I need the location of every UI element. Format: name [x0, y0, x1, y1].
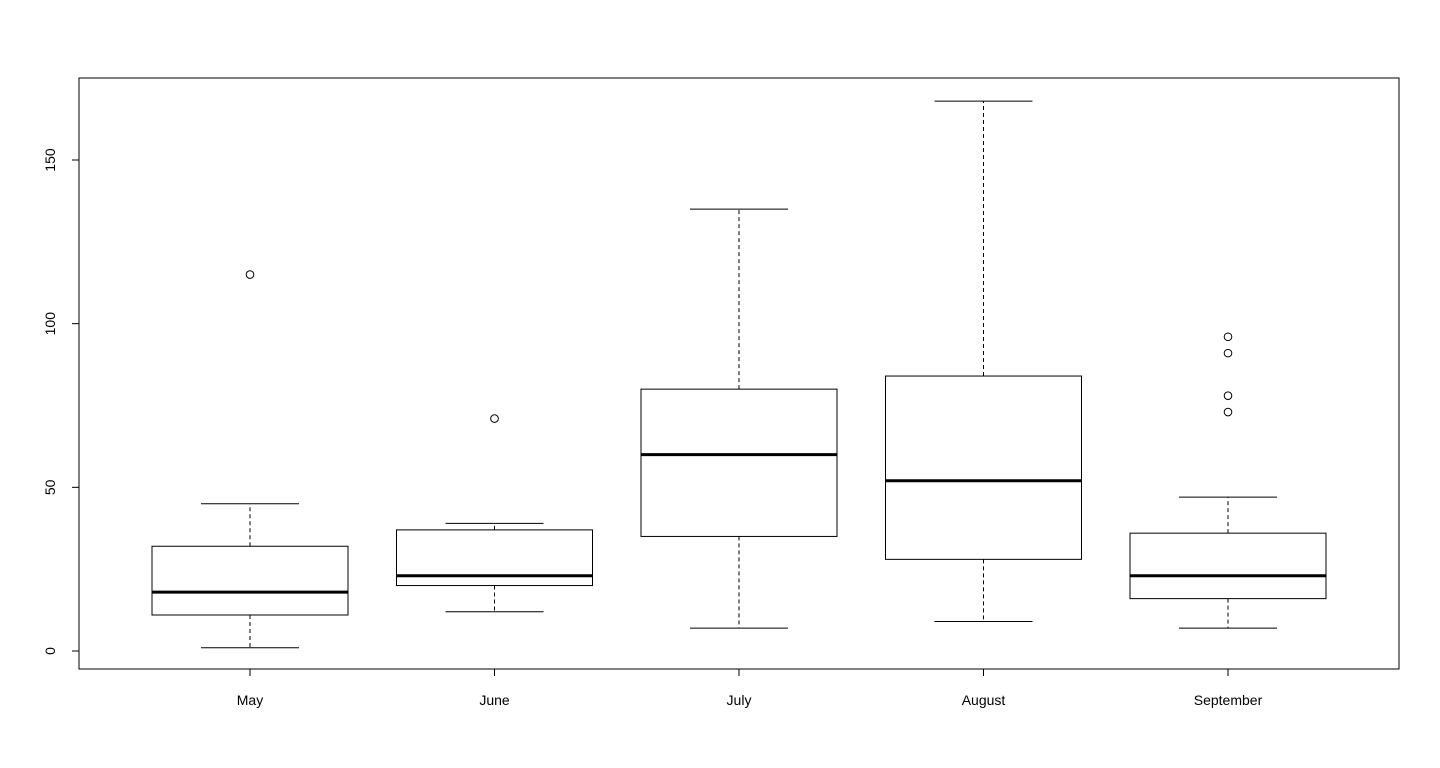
box-june: [396, 414, 593, 613]
box-september: [1129, 332, 1327, 629]
x-tick-label: May: [237, 692, 263, 708]
iqr-box: [640, 388, 838, 537]
x-axis: May June July August September: [237, 668, 1263, 708]
y-tick-label: 150: [42, 148, 58, 172]
box-july: [640, 208, 838, 629]
x-tick-label: September: [1194, 692, 1263, 708]
x-tick-label: August: [962, 692, 1006, 708]
x-tick-label: June: [479, 692, 510, 708]
box-may: [151, 270, 349, 649]
outlier-point: [1223, 348, 1233, 358]
y-tick-label: 0: [42, 647, 58, 655]
iqr-box: [151, 545, 349, 616]
y-tick-label: 100: [42, 312, 58, 336]
outlier-point: [1223, 391, 1233, 400]
y-axis: 0 50 100 150: [42, 148, 80, 655]
outlier-point: [1223, 407, 1233, 417]
outlier-point: [1223, 332, 1233, 342]
outlier-point: [245, 270, 255, 279]
outlier-point: [490, 414, 499, 423]
x-tick-label: July: [727, 692, 752, 708]
iqr-box: [885, 375, 1082, 560]
iqr-box: [1129, 532, 1327, 600]
boxes-layer: [151, 100, 1327, 649]
box-august: [885, 100, 1082, 623]
y-tick-label: 50: [42, 479, 58, 495]
